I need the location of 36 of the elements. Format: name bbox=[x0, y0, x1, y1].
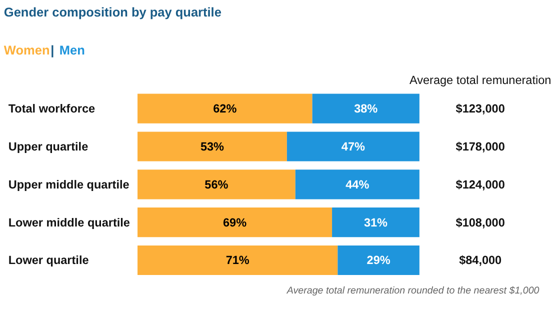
text: Women bbox=[4, 42, 50, 58]
bar bbox=[295, 170, 420, 200]
text: Average total remuneration bbox=[409, 74, 552, 88]
y-tick-label: Lower middle quartile bbox=[8, 216, 130, 230]
data-label: 29% bbox=[366, 254, 391, 268]
text: | bbox=[50, 42, 54, 58]
text: $123,000 bbox=[456, 102, 506, 116]
bar bbox=[138, 170, 296, 200]
data-label: 47% bbox=[341, 140, 366, 154]
data-label: 71% bbox=[226, 254, 250, 268]
text: $84,000 bbox=[459, 254, 502, 268]
bar bbox=[138, 94, 312, 124]
y-tick-label: Upper quartile bbox=[8, 140, 89, 154]
data-label: 31% bbox=[364, 216, 388, 230]
bar bbox=[138, 132, 287, 162]
y-tick-label: Lower quartile bbox=[8, 254, 90, 268]
text: Average total remuneration rounded to the nearest $1,000 bbox=[286, 285, 540, 296]
data-label: 56% bbox=[204, 178, 229, 192]
bar bbox=[332, 208, 420, 238]
bar bbox=[138, 245, 338, 276]
chart-title: Gender composition by pay quartile bbox=[4, 4, 222, 20]
data-label: 62% bbox=[213, 102, 238, 116]
text: Men bbox=[59, 42, 85, 58]
data-label: 44% bbox=[346, 178, 370, 192]
bar bbox=[286, 132, 420, 162]
text: $108,000 bbox=[456, 216, 506, 230]
bar bbox=[312, 94, 420, 124]
y-tick-label: Total workforce bbox=[8, 102, 96, 116]
bar bbox=[338, 245, 420, 276]
data-label: 53% bbox=[200, 140, 225, 154]
text: $178,000 bbox=[456, 140, 506, 154]
text: $124,000 bbox=[456, 178, 506, 192]
y-tick-label: Upper middle quartile bbox=[8, 178, 130, 192]
data-label: 38% bbox=[354, 102, 378, 116]
data-label: 69% bbox=[222, 216, 248, 230]
bar bbox=[138, 208, 332, 238]
